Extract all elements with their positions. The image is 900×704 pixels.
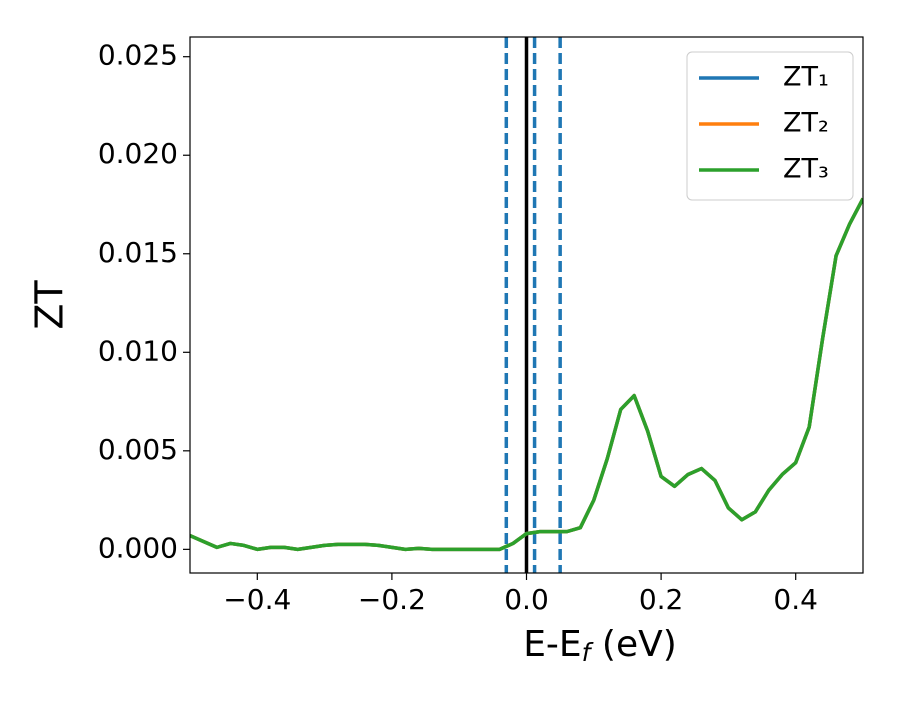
y-tick-label: 0.010	[98, 334, 178, 367]
x-label-main: E-E	[523, 624, 581, 665]
x-tick-label: −0.4	[223, 583, 291, 616]
legend-label: ZT₁	[783, 62, 829, 93]
legend-box	[686, 51, 854, 201]
y-tick-label: 0.015	[98, 236, 178, 269]
legend-label: ZT₂	[783, 108, 829, 139]
y-axis-label: ZT	[28, 280, 72, 330]
y-tick-label: 0.020	[98, 137, 178, 170]
plot-area	[190, 197, 863, 552]
x-tick-label: 0.4	[773, 583, 818, 616]
y-tick-label: 0.000	[98, 531, 178, 564]
series-line	[190, 197, 863, 552]
y-tick-label: 0.005	[98, 433, 178, 466]
x-label-unit: (eV)	[590, 624, 676, 665]
x-tick-label: −0.2	[358, 583, 426, 616]
x-axis-label: E-Ef (eV)	[523, 624, 677, 667]
x-tick-label: 0.0	[504, 583, 549, 616]
x-tick-label: 0.2	[639, 583, 684, 616]
legend-label: ZT₃	[783, 154, 829, 185]
y-tick-label: 0.025	[98, 39, 178, 72]
